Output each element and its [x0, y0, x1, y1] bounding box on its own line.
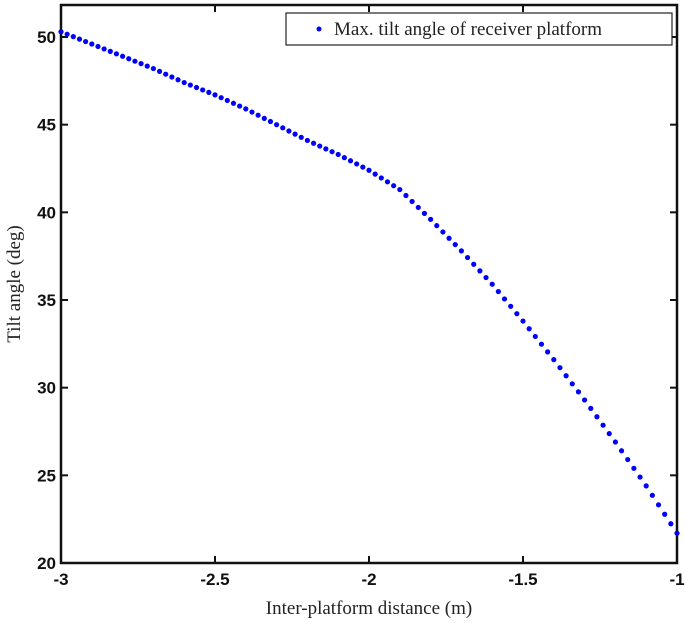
x-axis-ticks: -3 -2.5 -2 -1.5 -1: [53, 5, 685, 589]
y-tick-label: 35: [37, 291, 56, 310]
y-axis-label: Tilt angle (deg): [4, 225, 25, 343]
legend-marker-icon: [316, 26, 322, 32]
y-tick-label: 25: [37, 466, 56, 485]
y-tick-label: 40: [37, 203, 56, 222]
plot-area: [59, 3, 679, 565]
legend-label: Max. tilt angle of receiver platform: [334, 19, 602, 40]
y-tick-label: 45: [37, 116, 56, 135]
x-tick-label: -1: [669, 570, 684, 589]
legend: Max. tilt angle of receiver platform: [285, 12, 673, 46]
y-axis-ticks: 20 25 30 35 40 45 50: [37, 28, 677, 573]
x-axis-label: Inter-platform distance (m): [266, 598, 472, 619]
y-tick-label: 20: [37, 554, 56, 573]
x-tick-label: -3: [53, 570, 68, 589]
x-tick-label: -2: [361, 570, 376, 589]
y-tick-label: 30: [37, 379, 56, 398]
x-tick-label: -1.5: [508, 570, 537, 589]
y-tick-label: 50: [37, 28, 56, 47]
data-series: [58, 29, 680, 536]
x-tick-label: -2.5: [200, 570, 229, 589]
